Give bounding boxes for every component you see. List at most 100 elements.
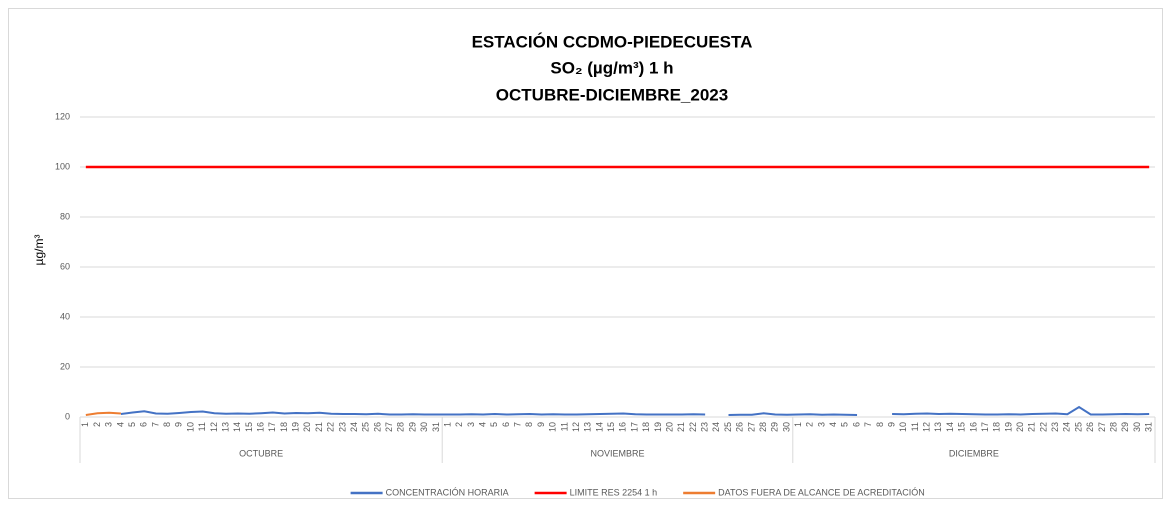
x-tick-label: 9 — [536, 422, 546, 427]
x-tick-label: 4 — [115, 422, 125, 427]
x-tick-label: 19 — [653, 422, 663, 432]
x-tick-label: 20 — [1015, 422, 1025, 432]
y-tick-label: 60 — [60, 261, 70, 271]
x-tick-label: 29 — [1120, 422, 1130, 432]
x-tick-label: 20 — [664, 422, 674, 432]
x-tick-label: 1 — [793, 422, 803, 427]
x-tick-label: 29 — [770, 422, 780, 432]
x-tick-label: 12 — [571, 422, 581, 432]
y-tick-label: 80 — [60, 211, 70, 221]
x-tick-label: 15 — [244, 422, 254, 432]
x-tick-label: 23 — [337, 422, 347, 432]
data-line — [85, 411, 121, 416]
x-tick-label: 7 — [150, 422, 160, 427]
data-line — [120, 405, 1150, 416]
x-tick-label: 4 — [478, 422, 488, 427]
x-tick-label: 30 — [419, 422, 429, 432]
x-tick-label: 26 — [372, 422, 382, 432]
y-tick-label: 100 — [55, 161, 70, 171]
x-tick-label: 26 — [1085, 422, 1095, 432]
chart-subtitle: SO₂ (µg/m³) 1 h — [550, 58, 673, 77]
x-tick-label: 3 — [466, 422, 476, 427]
x-tick-label: 27 — [746, 422, 756, 432]
x-tick-label: 15 — [957, 422, 967, 432]
x-tick-label: 2 — [454, 422, 464, 427]
x-tick-label: 6 — [851, 422, 861, 427]
x-tick-label: 15 — [606, 422, 616, 432]
x-tick-label: 17 — [267, 422, 277, 432]
x-tick-label: 30 — [781, 422, 791, 432]
x-tick-label: 9 — [886, 422, 896, 427]
legend-label: DATOS FUERA DE ALCANCE DE ACREDITACIÓN — [718, 487, 925, 497]
x-tick-label: 25 — [1073, 422, 1083, 432]
x-tick-label: 10 — [548, 422, 558, 432]
x-tick-label: 22 — [1038, 422, 1048, 432]
x-tick-label: 8 — [875, 422, 885, 427]
x-tick-label: 30 — [1132, 422, 1142, 432]
x-tick-label: 13 — [220, 422, 230, 432]
x-tick-label: 23 — [1050, 422, 1060, 432]
chart-title: ESTACIÓN CCDMO-PIEDECUESTA — [472, 32, 753, 51]
x-tick-label: 3 — [104, 422, 114, 427]
x-tick-label: 13 — [933, 422, 943, 432]
x-tick-label: 22 — [326, 422, 336, 432]
x-tick-label: 11 — [910, 422, 920, 431]
x-tick-label: 12 — [922, 422, 932, 432]
x-tick-label: 1 — [442, 422, 452, 427]
x-tick-label: 21 — [1027, 422, 1037, 432]
x-tick-label: 12 — [209, 422, 219, 432]
x-tick-label: 24 — [349, 422, 359, 432]
x-tick-label: 8 — [524, 422, 534, 427]
y-tick-label: 0 — [65, 411, 70, 421]
x-tick-label: 17 — [980, 422, 990, 432]
chart-subtitle: OCTUBRE-DICIEMBRE_2023 — [496, 85, 728, 104]
x-tick-label: 14 — [232, 422, 242, 432]
x-tick-label: 14 — [945, 422, 955, 432]
x-tick-label: 31 — [431, 422, 441, 432]
group-label: OCTUBRE — [239, 448, 283, 458]
x-tick-label: 6 — [501, 422, 511, 427]
x-tick-label: 10 — [185, 422, 195, 432]
x-tick-label: 18 — [641, 422, 651, 432]
x-tick-label: 21 — [676, 422, 686, 432]
x-tick-label: 13 — [583, 422, 593, 432]
x-tick-label: 6 — [139, 422, 149, 427]
x-tick-label: 26 — [735, 422, 745, 432]
x-tick-label: 7 — [513, 422, 523, 427]
x-tick-label: 19 — [1003, 422, 1013, 432]
x-tick-label: 14 — [594, 422, 604, 432]
x-tick-label: 10 — [898, 422, 908, 432]
x-tick-label: 7 — [863, 422, 873, 427]
group-label: DICIEMBRE — [949, 448, 999, 458]
y-tick-label: 40 — [60, 311, 70, 321]
x-tick-label: 28 — [1108, 422, 1118, 432]
legend-label: LIMITE RES 2254 1 h — [570, 487, 658, 497]
x-tick-label: 24 — [711, 422, 721, 432]
x-tick-label: 16 — [968, 422, 978, 432]
x-tick-label: 18 — [279, 422, 289, 432]
x-tick-label: 3 — [816, 422, 826, 427]
x-tick-label: 11 — [197, 422, 207, 431]
x-tick-label: 17 — [629, 422, 639, 432]
y-axis-label: µg/m³ — [32, 235, 46, 266]
x-tick-label: 5 — [840, 422, 850, 427]
x-tick-label: 23 — [700, 422, 710, 432]
x-tick-label: 1 — [80, 422, 90, 427]
x-tick-label: 31 — [1144, 422, 1154, 432]
x-tick-label: 18 — [992, 422, 1002, 432]
x-tick-label: 5 — [489, 422, 499, 427]
x-tick-label: 11 — [559, 422, 569, 431]
x-tick-label: 5 — [127, 422, 137, 427]
x-tick-label: 29 — [407, 422, 417, 432]
x-tick-label: 28 — [396, 422, 406, 432]
x-tick-label: 9 — [174, 422, 184, 427]
x-tick-label: 8 — [162, 422, 172, 427]
legend-label: CONCENTRACIÓN HORARIA — [386, 487, 509, 497]
x-tick-label: 28 — [758, 422, 768, 432]
group-label: NOVIEMBRE — [590, 448, 644, 458]
y-tick-label: 120 — [55, 111, 70, 121]
x-tick-label: 16 — [255, 422, 265, 432]
x-tick-label: 4 — [828, 422, 838, 427]
x-tick-label: 2 — [805, 422, 815, 427]
